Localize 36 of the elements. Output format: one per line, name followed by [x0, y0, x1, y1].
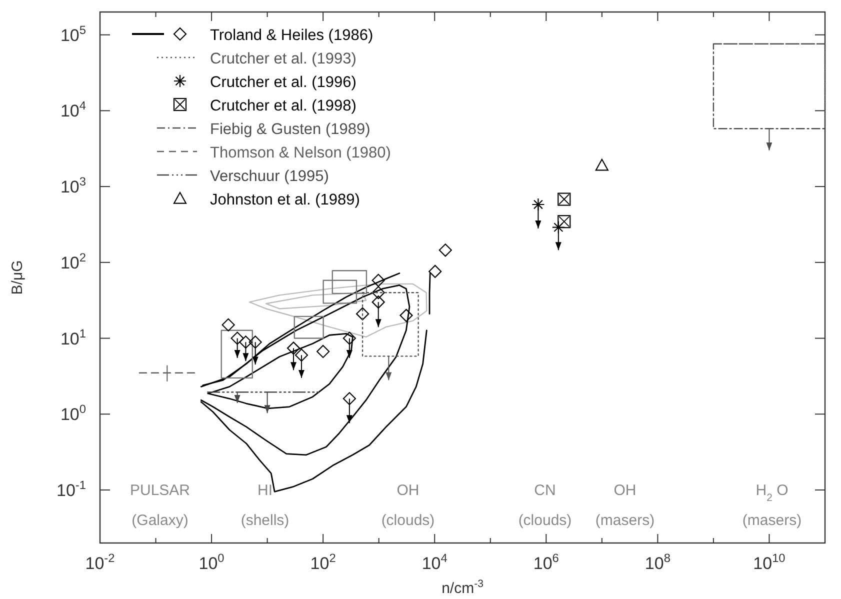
y-tick-label: 10$^{5}$ — [60, 22, 86, 45]
annotation: (masers) — [595, 512, 655, 529]
y-tick-label: 10$^{2}$ — [60, 250, 86, 272]
x-tick-label: 10$^{6}$ — [533, 551, 560, 573]
legend-label: Crutcher et al. (1998) — [210, 98, 356, 114]
legend-label: Crutcher et al. (1996) — [210, 74, 356, 91]
x-tick-label: 10$^{4}$ — [422, 551, 448, 573]
x-tick-label: 10$^{8}$ — [644, 551, 671, 573]
y-tick-label: 10$^{-1}$ — [56, 478, 86, 500]
annotation: PULSAR — [130, 482, 190, 499]
x-tick-label: 10$^{10}$ — [753, 551, 786, 573]
legend-label: Johnston et al. (1989) — [210, 192, 360, 208]
legend-label: Thomson & Nelson (1980) — [210, 144, 391, 162]
annotation: (masers) — [742, 512, 802, 529]
annotation: H$_{2}$O — [756, 482, 788, 504]
y-tick-label: 10$^{4}$ — [60, 98, 86, 121]
y-tick-label: 10$^{1}$ — [60, 326, 86, 348]
legend-label: Fiebig & Gusten (1989) — [210, 121, 370, 138]
y-axis-title: B/μG — [9, 260, 26, 295]
x-axis-title: n/cm$^{-3}$ — [442, 578, 484, 597]
legend-label: Crutcher et al. (1993) — [210, 50, 356, 68]
annotation: (Galaxy) — [132, 512, 188, 529]
annotation: (shells) — [240, 512, 290, 529]
legend-label: Verschuur (1995) — [210, 168, 329, 185]
annotation: (clouds) — [518, 512, 572, 529]
annotation: (clouds) — [381, 512, 435, 529]
annotation: OH — [396, 482, 420, 499]
x-tick-label: 10$^{-2}$ — [85, 551, 116, 573]
legend-label: Troland & Heiles (1986) — [210, 27, 374, 44]
annotation: HI — [258, 482, 272, 499]
y-tick-label: 10$^{3}$ — [60, 174, 86, 197]
x-tick-label: 10$^{0}$ — [198, 551, 225, 573]
y-tick-label: 10$^{0}$ — [60, 402, 86, 424]
x-tick-label: 10$^{2}$ — [310, 551, 336, 573]
annotation: CN — [534, 482, 556, 499]
annotation: OH — [614, 482, 636, 499]
